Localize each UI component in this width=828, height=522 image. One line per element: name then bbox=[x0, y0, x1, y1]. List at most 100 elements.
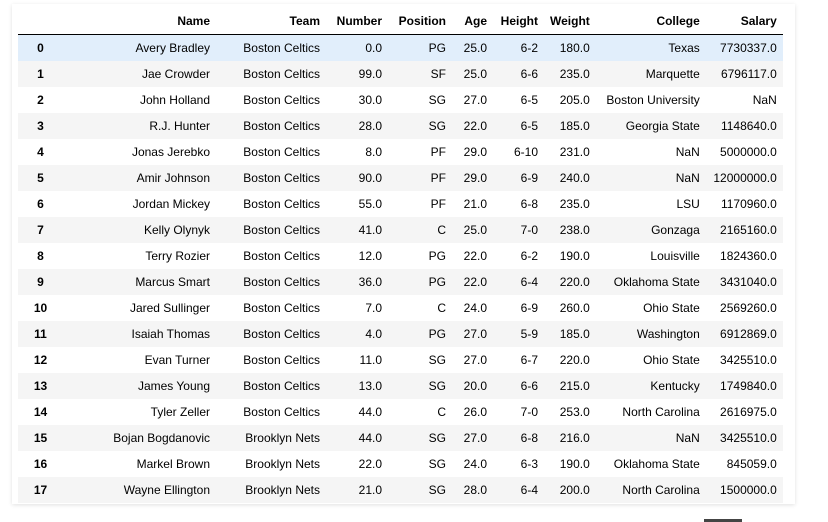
table-cell: 190.0 bbox=[559, 457, 590, 471]
table-cell: Boston Celtics bbox=[243, 327, 320, 341]
column-header: Salary bbox=[705, 8, 783, 35]
table-cell: 190.0 bbox=[559, 249, 590, 263]
table-cell: Wayne Ellington bbox=[123, 483, 210, 497]
table-cell: 6-6 bbox=[520, 379, 538, 393]
table-cell: SG bbox=[428, 431, 446, 445]
table-cell: 6-5 bbox=[520, 93, 538, 107]
table-cell: Kentucky bbox=[650, 379, 700, 393]
table-cell: 6-6 bbox=[520, 67, 538, 81]
row-index: 16 bbox=[33, 457, 48, 471]
table-cell: Texas bbox=[668, 41, 700, 55]
table-cell: 21.0 bbox=[463, 197, 487, 211]
table-cell: PG bbox=[428, 249, 446, 263]
table-cell: 21.0 bbox=[358, 483, 382, 497]
table-cell: 7.0 bbox=[365, 301, 382, 315]
table-cell: PG bbox=[428, 275, 446, 289]
table-cell: NaN bbox=[675, 431, 700, 445]
row-index: 10 bbox=[33, 301, 48, 315]
table-cell: 6-8 bbox=[520, 197, 538, 211]
table-cell: Boston Celtics bbox=[243, 197, 320, 211]
table-cell: 6-9 bbox=[520, 171, 538, 185]
table-cell: Boston Celtics bbox=[243, 145, 320, 159]
table-cell: 13.0 bbox=[358, 379, 382, 393]
table-cell: 22.0 bbox=[463, 249, 487, 263]
column-header: Team bbox=[216, 8, 326, 35]
table-cell: 1500000.0 bbox=[720, 483, 777, 497]
row-index: 5 bbox=[37, 171, 44, 185]
table-row: 5 Amir Johnson Boston Celtics 90.0 PF 29.0 6-9… bbox=[18, 165, 783, 191]
table-cell: Kelly Olynyk bbox=[143, 223, 210, 237]
row-index: 1 bbox=[37, 67, 44, 81]
table-cell: 20.0 bbox=[463, 379, 487, 393]
column-header: Weight bbox=[544, 8, 596, 35]
table-cell: Jae Crowder bbox=[141, 67, 210, 81]
table-cell: 36.0 bbox=[358, 275, 382, 289]
table-cell: LSU bbox=[676, 197, 700, 211]
table-cell: 44.0 bbox=[358, 431, 382, 445]
table-cell: Boston Celtics bbox=[243, 249, 320, 263]
column-header: Height bbox=[493, 8, 544, 35]
table-cell: Markel Brown bbox=[136, 457, 210, 471]
table-cell: 26.0 bbox=[463, 405, 487, 419]
table-cell: NaN bbox=[752, 93, 777, 107]
table-cell: Bojan Bogdanovic bbox=[113, 431, 210, 445]
table-cell: 6-5 bbox=[520, 119, 538, 133]
table-row: 17 Wayne Ellington Brooklyn Nets 21.0 SG 28.0… bbox=[18, 477, 783, 503]
table-cell: 8.0 bbox=[365, 145, 382, 159]
table-cell: Isaiah Thomas bbox=[131, 327, 211, 341]
table-cell: 28.0 bbox=[463, 483, 487, 497]
row-index: 11 bbox=[34, 327, 47, 341]
table-cell: James Young bbox=[137, 379, 210, 393]
index-header bbox=[18, 8, 63, 35]
table-cell: 200.0 bbox=[559, 483, 590, 497]
table-cell: Ohio State bbox=[643, 353, 700, 367]
table-cell: 55.0 bbox=[358, 197, 382, 211]
table-cell: C bbox=[437, 405, 446, 419]
table-cell: 1170960.0 bbox=[720, 197, 777, 211]
table-row: 13 James Young Boston Celtics 13.0 SG 20.0 6-6… bbox=[18, 373, 783, 399]
table-cell: 22.0 bbox=[463, 275, 487, 289]
row-index: 6 bbox=[37, 197, 44, 211]
table-cell: SG bbox=[428, 119, 446, 133]
table-cell: 12000000.0 bbox=[713, 171, 777, 185]
table-cell: 5-9 bbox=[520, 327, 538, 341]
table-row: 8 Terry Rozier Boston Celtics 12.0 PG 22.0 6-2… bbox=[18, 243, 783, 269]
table-cell: Boston Celtics bbox=[243, 353, 320, 367]
table-row: 14 Tyler Zeller Boston Celtics 44.0 C 26.0 7-0… bbox=[18, 399, 783, 425]
table-cell: 3431040.0 bbox=[720, 275, 777, 289]
table-cell: Jordan Mickey bbox=[132, 197, 210, 211]
table-cell: Tyler Zeller bbox=[150, 405, 210, 419]
table-cell: 7730337.0 bbox=[720, 41, 777, 55]
table-cell: 2165160.0 bbox=[720, 223, 777, 237]
table-cell: Amir Johnson bbox=[136, 171, 210, 185]
row-index: 3 bbox=[37, 119, 44, 133]
table-cell: Louisville bbox=[650, 249, 700, 263]
column-header: Number bbox=[326, 8, 388, 35]
table-cell: PG bbox=[428, 327, 446, 341]
table-cell: R.J. Hunter bbox=[149, 119, 210, 133]
table-row: 9 Marcus Smart Boston Celtics 36.0 PG 22.0 6-4… bbox=[18, 269, 783, 295]
table-cell: 25.0 bbox=[463, 223, 487, 237]
table-cell: 216.0 bbox=[559, 431, 590, 445]
table-cell: 7-0 bbox=[520, 405, 538, 419]
table-cell: 220.0 bbox=[559, 275, 590, 289]
table-cell: 845059.0 bbox=[726, 457, 777, 471]
table-cell: 6-3 bbox=[520, 457, 538, 471]
table-cell: Boston Celtics bbox=[243, 67, 320, 81]
table-cell: Brooklyn Nets bbox=[245, 457, 320, 471]
table-cell: 24.0 bbox=[463, 301, 487, 315]
row-index: 14 bbox=[33, 405, 48, 419]
table-cell: John Holland bbox=[139, 93, 210, 107]
horizontal-scrollbar[interactable] bbox=[704, 519, 742, 522]
table-cell: 6-4 bbox=[520, 483, 538, 497]
table-row: 1 Jae Crowder Boston Celtics 99.0 SF 25.0 6-6 2… bbox=[18, 61, 783, 87]
dataframe-table: Name Team Number Position Age Height Weight Col… bbox=[18, 8, 783, 503]
table-cell: 27.0 bbox=[463, 431, 487, 445]
table-cell: 0.0 bbox=[365, 41, 382, 55]
table-cell: 238.0 bbox=[559, 223, 590, 237]
table-row: 6 Jordan Mickey Boston Celtics 55.0 PF 21.0 6-… bbox=[18, 191, 783, 217]
table-cell: 185.0 bbox=[559, 327, 590, 341]
table-cell: 6-8 bbox=[520, 431, 538, 445]
table-cell: 205.0 bbox=[559, 93, 590, 107]
table-cell: 235.0 bbox=[559, 67, 590, 81]
